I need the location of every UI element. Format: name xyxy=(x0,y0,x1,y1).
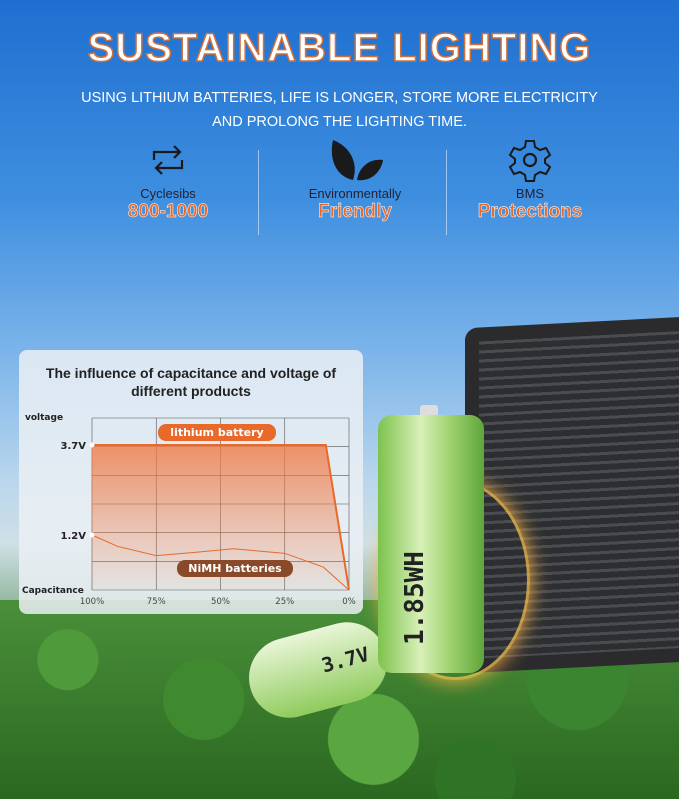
x-tick-label: 75% xyxy=(147,597,166,607)
page-title: SUSTAINABLE LIGHTING xyxy=(87,25,592,71)
y-tick-dot xyxy=(89,442,95,448)
divider xyxy=(446,150,447,235)
battery-standing: 1.85WH xyxy=(378,415,484,673)
chart-title: The influence of capacitance and voltage… xyxy=(45,365,337,399)
cycle-arrows-icon xyxy=(152,145,184,175)
lithium-line xyxy=(92,444,350,591)
leaf-icon xyxy=(331,140,383,181)
feature-eco: Environmentally Friendly xyxy=(275,138,435,223)
lithium-legend-label: lithium battery xyxy=(170,426,263,439)
x-tick-label: 100% xyxy=(80,597,104,607)
x-tick-label: 50% xyxy=(211,597,230,607)
y-tick-label: 3.7V xyxy=(61,441,87,452)
y-tick-dot xyxy=(89,532,95,538)
gear-icon xyxy=(508,140,552,182)
y-axis-label: voltage xyxy=(25,413,63,423)
divider xyxy=(258,150,259,235)
nimh-legend-badge xyxy=(177,560,293,577)
feature-bms: BMS Protections xyxy=(450,138,610,223)
chart: voltage Capacitance 3.7V 1.2V 100% 75% 50% 25% 0… xyxy=(22,413,356,607)
nimh-legend-label: NiMH batteries xyxy=(188,562,282,575)
x-axis-label: Capacitance xyxy=(22,586,84,596)
subtitle: USING LITHIUM BATTERIES, LIFE IS LONGER,… xyxy=(81,90,598,130)
chart-card: The influence of capacitance and voltage… xyxy=(19,350,363,614)
battery-terminal xyxy=(420,405,438,417)
lithium-legend-badge xyxy=(158,424,276,441)
x-tick-label: 25% xyxy=(275,597,294,607)
y-tick-label: 1.2V xyxy=(61,531,87,542)
x-tick-label: 0% xyxy=(342,597,356,607)
nimh-line xyxy=(91,534,350,591)
feature-cycles: Cyclesibs 800-1000 xyxy=(88,138,248,223)
